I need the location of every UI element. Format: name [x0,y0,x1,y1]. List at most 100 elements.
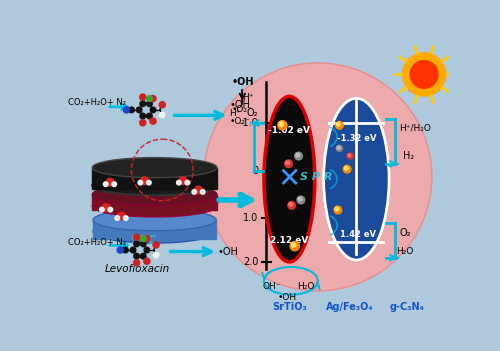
Circle shape [289,203,292,206]
Text: -1.0: -1.0 [240,118,258,128]
Circle shape [180,177,187,185]
Circle shape [297,196,305,204]
Text: ✕: ✕ [278,165,301,193]
Circle shape [288,201,296,209]
Text: Ag/Fe₃O₄: Ag/Fe₃O₄ [326,302,374,312]
Circle shape [144,236,150,242]
Circle shape [140,253,146,259]
Circle shape [115,216,119,220]
Circle shape [344,166,348,170]
Text: O₂: O₂ [400,228,411,238]
Circle shape [117,247,123,253]
Circle shape [150,107,156,113]
Circle shape [296,153,300,157]
Text: •OH: •OH [218,246,238,257]
Circle shape [102,204,110,212]
Circle shape [278,121,287,130]
Ellipse shape [324,98,389,260]
Text: CO₂+H₂O+ N₂: CO₂+H₂O+ N₂ [68,98,126,107]
Text: H₂O: H₂O [298,283,315,291]
Circle shape [118,212,126,220]
Circle shape [185,180,190,185]
Bar [92,194,217,210]
Ellipse shape [93,220,216,243]
Circle shape [334,206,342,214]
Circle shape [402,53,446,96]
Circle shape [140,120,146,126]
Circle shape [106,178,114,186]
Text: SrTiO₃: SrTiO₃ [272,302,306,312]
Circle shape [128,107,134,113]
Circle shape [150,118,156,124]
Text: g-C₃N₄: g-C₃N₄ [390,302,424,312]
Text: 1.42 eV: 1.42 eV [340,230,376,239]
Circle shape [347,153,354,159]
Circle shape [124,107,130,113]
Circle shape [134,253,140,259]
Ellipse shape [92,176,217,196]
Text: •O₂⁻: •O₂⁻ [230,117,250,126]
Text: -1.32 eV: -1.32 eV [336,134,376,143]
Circle shape [130,247,136,253]
Circle shape [140,241,146,247]
Text: Levofloxacin: Levofloxacin [104,264,170,274]
Circle shape [176,180,181,185]
Circle shape [344,165,351,173]
Circle shape [140,94,146,100]
Circle shape [146,180,151,185]
Circle shape [295,152,302,160]
Circle shape [108,207,112,212]
Circle shape [159,102,166,108]
Text: •OH: •OH [231,77,254,87]
Circle shape [192,190,196,194]
Circle shape [134,241,140,247]
Ellipse shape [92,196,217,217]
Circle shape [138,180,142,185]
Circle shape [160,112,165,118]
Text: CO₂+H₂O+ N₂: CO₂+H₂O+ N₂ [68,238,126,247]
Text: S P R: S P R [300,172,332,182]
Text: O₂: O₂ [246,108,258,118]
Text: •O₂⁻: •O₂⁻ [232,105,253,114]
Circle shape [348,154,351,157]
Text: 2.12 eV: 2.12 eV [270,236,308,245]
Circle shape [122,247,128,253]
Circle shape [150,95,156,102]
Circle shape [298,197,302,201]
Bar [93,220,216,239]
Text: OH⁻: OH⁻ [262,283,281,291]
Text: 2.0: 2.0 [243,257,258,266]
Circle shape [335,207,339,211]
Circle shape [144,247,150,253]
Ellipse shape [92,184,217,205]
Circle shape [204,63,432,291]
Circle shape [194,186,202,194]
Circle shape [146,101,152,107]
Circle shape [200,190,205,194]
Ellipse shape [93,209,216,231]
Circle shape [279,122,283,126]
Circle shape [153,242,159,248]
Circle shape [104,182,108,186]
Circle shape [134,260,140,266]
Circle shape [140,236,146,241]
Text: H⁺/H₂O: H⁺/H₂O [400,124,432,133]
Circle shape [140,101,145,107]
Circle shape [336,145,342,152]
Text: H⁺: H⁺ [230,109,241,118]
Text: SFC: SFC [130,234,156,247]
Text: H₂O: H₂O [396,247,414,256]
Circle shape [144,258,150,264]
Circle shape [290,241,300,251]
Ellipse shape [92,158,217,178]
Ellipse shape [264,97,315,262]
Text: H₂: H₂ [402,151,414,161]
Circle shape [336,122,340,126]
Circle shape [112,182,116,186]
Circle shape [292,243,296,247]
Circle shape [154,252,159,258]
Circle shape [337,146,340,149]
Text: •OH: •OH [230,100,250,110]
Circle shape [146,113,152,119]
Circle shape [146,96,152,101]
